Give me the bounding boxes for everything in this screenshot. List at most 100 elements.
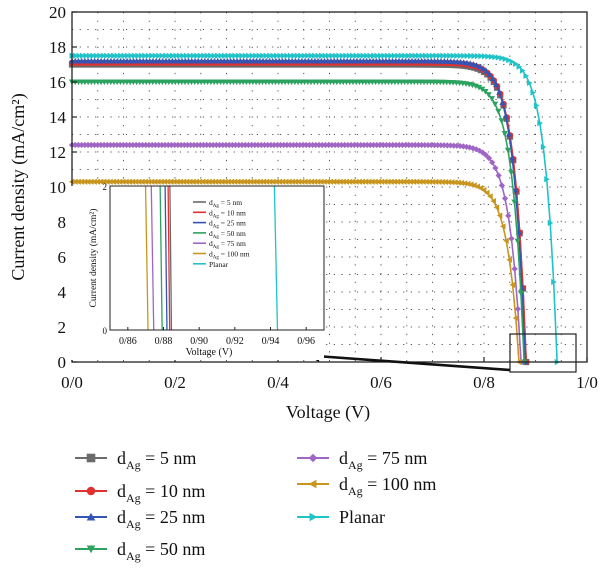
x-axis-label: Voltage (V) bbox=[286, 402, 370, 423]
data-point bbox=[369, 178, 375, 185]
data-point bbox=[280, 141, 287, 149]
data-point bbox=[349, 178, 356, 185]
data-point bbox=[254, 141, 262, 149]
data-point bbox=[117, 141, 124, 149]
data-point bbox=[168, 141, 175, 149]
data-point bbox=[399, 141, 406, 149]
data-point bbox=[260, 52, 266, 59]
data-point bbox=[537, 120, 543, 127]
data-point bbox=[386, 141, 393, 149]
data-point bbox=[429, 52, 436, 59]
data-point bbox=[226, 141, 233, 149]
data-point bbox=[336, 52, 342, 59]
data-point bbox=[450, 52, 457, 59]
data-point bbox=[107, 52, 114, 59]
data-point bbox=[360, 141, 368, 149]
y-tick-label: 16 bbox=[49, 73, 66, 92]
data-point bbox=[479, 86, 486, 93]
data-point bbox=[156, 52, 162, 59]
data-point bbox=[212, 178, 219, 185]
data-point bbox=[350, 52, 356, 59]
data-point bbox=[394, 178, 401, 185]
data-point bbox=[415, 141, 422, 149]
data-point bbox=[242, 52, 249, 59]
data-point bbox=[495, 54, 502, 61]
inset-x-tick-label: 0/96 bbox=[297, 336, 315, 347]
data-point bbox=[164, 178, 171, 185]
series-d-ag-50-nm bbox=[68, 79, 528, 366]
data-point bbox=[418, 141, 425, 149]
data-point bbox=[100, 52, 107, 59]
data-point bbox=[253, 52, 259, 59]
data-point bbox=[325, 141, 332, 149]
data-point bbox=[113, 178, 120, 185]
data-point bbox=[158, 141, 165, 149]
data-point bbox=[340, 178, 346, 185]
data-point bbox=[490, 197, 496, 205]
data-point bbox=[161, 178, 168, 185]
data-point bbox=[161, 141, 169, 149]
data-point bbox=[479, 149, 486, 156]
data-point bbox=[264, 141, 271, 149]
data-point bbox=[480, 65, 487, 72]
data-point bbox=[148, 178, 155, 185]
data-point bbox=[177, 178, 184, 185]
data-point bbox=[78, 178, 85, 185]
data-point bbox=[436, 178, 442, 186]
data-point bbox=[142, 141, 149, 149]
legend-label: dAg = 10 nm bbox=[117, 481, 205, 505]
zoom-arrow-shaft bbox=[315, 354, 511, 372]
data-point bbox=[72, 52, 79, 59]
data-point bbox=[145, 178, 152, 185]
legend-label: dAg = 100 nm bbox=[339, 474, 436, 498]
data-point bbox=[90, 52, 96, 59]
data-point bbox=[282, 178, 289, 185]
data-point bbox=[228, 52, 235, 59]
data-point bbox=[303, 141, 310, 149]
data-point bbox=[353, 52, 360, 59]
data-point bbox=[464, 180, 471, 187]
data-point bbox=[139, 178, 145, 185]
data-point bbox=[171, 141, 178, 149]
data-point bbox=[499, 55, 505, 62]
data-point bbox=[238, 141, 246, 149]
inset-x-tick-label: 0/92 bbox=[226, 336, 244, 347]
data-point bbox=[203, 141, 210, 149]
data-point bbox=[514, 305, 521, 313]
inset-legend-label: dAg = 5 nm bbox=[209, 198, 242, 209]
data-point bbox=[187, 52, 193, 59]
data-point bbox=[327, 178, 334, 185]
data-point bbox=[440, 142, 448, 149]
data-point bbox=[129, 141, 137, 149]
data-point bbox=[283, 141, 291, 149]
data-point bbox=[346, 52, 353, 59]
data-point bbox=[402, 52, 408, 59]
legend-item: dAg = 10 nm bbox=[75, 481, 205, 505]
y-tick-label: 14 bbox=[49, 108, 67, 127]
data-point bbox=[221, 52, 228, 59]
data-point bbox=[225, 52, 232, 59]
data-point bbox=[180, 52, 186, 59]
data-point bbox=[299, 141, 307, 149]
data-point bbox=[420, 178, 426, 185]
series-layer bbox=[68, 52, 561, 366]
inset-x-tick-label: 0/90 bbox=[190, 336, 208, 347]
legend-marker bbox=[86, 453, 96, 463]
inset-series-layer bbox=[144, 186, 279, 330]
data-point bbox=[464, 52, 471, 59]
data-point bbox=[436, 52, 443, 59]
data-point bbox=[421, 141, 428, 149]
data-point bbox=[270, 178, 276, 185]
data-point bbox=[388, 52, 394, 59]
data-point bbox=[322, 52, 329, 59]
data-point bbox=[238, 178, 244, 185]
data-point bbox=[215, 52, 221, 59]
data-point bbox=[93, 52, 100, 59]
data-point bbox=[97, 52, 103, 59]
data-point bbox=[184, 141, 191, 149]
data-point bbox=[232, 141, 239, 149]
data-point bbox=[476, 147, 483, 154]
data-point bbox=[294, 52, 301, 59]
data-point bbox=[218, 52, 225, 59]
